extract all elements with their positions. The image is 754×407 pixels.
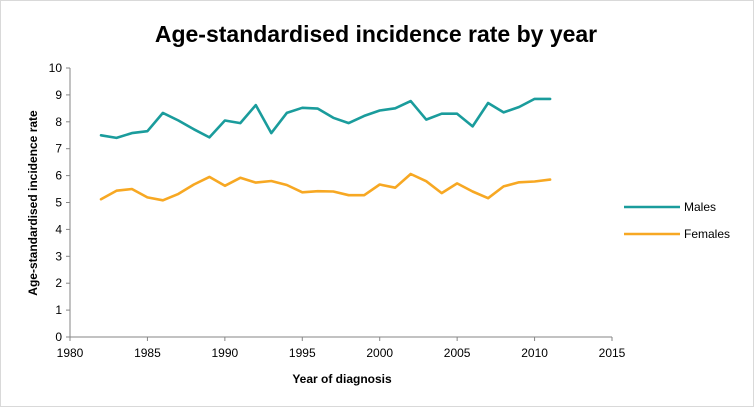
series-lines	[99, 97, 552, 202]
series-line-males	[99, 97, 552, 140]
legend-label-males: Males	[684, 200, 716, 214]
series-line-females	[99, 172, 552, 202]
y-tick-label: 9	[55, 88, 62, 102]
y-tick-label: 0	[55, 330, 62, 344]
x-tick-label: 1980	[57, 346, 84, 360]
x-tick-label: 1990	[212, 346, 239, 360]
legend: Males Females	[624, 200, 730, 241]
y-tick-label: 6	[55, 169, 62, 183]
y-tick-label: 7	[55, 142, 62, 156]
x-tick-label: 2010	[521, 346, 548, 360]
tick-labels: 0 1 2 3 4 5 6 7 8 9 10 1980 1985 1990 1995 2000 2005 2010…	[49, 61, 626, 360]
y-tick-label: 2	[55, 276, 62, 290]
x-tick-label: 2000	[366, 346, 393, 360]
y-tick-label: 8	[55, 115, 62, 129]
chart-title: Age-standardised incidence rate by year	[155, 21, 597, 47]
y-tick-label: 1	[55, 303, 62, 317]
y-tick-label: 4	[55, 222, 62, 236]
axes	[66, 67, 613, 341]
x-tick-label: 2015	[599, 346, 626, 360]
y-tick-label: 10	[49, 61, 63, 75]
y-axis-title: Age-standardised incidence rate	[26, 110, 40, 296]
x-tick-label: 1995	[289, 346, 316, 360]
y-tick-label: 3	[55, 249, 62, 263]
x-tick-label: 1985	[134, 346, 161, 360]
y-tick-label: 5	[55, 196, 62, 210]
x-tick-label: 2005	[444, 346, 471, 360]
x-axis-title: Year of diagnosis	[292, 372, 392, 386]
legend-label-females: Females	[684, 227, 730, 241]
